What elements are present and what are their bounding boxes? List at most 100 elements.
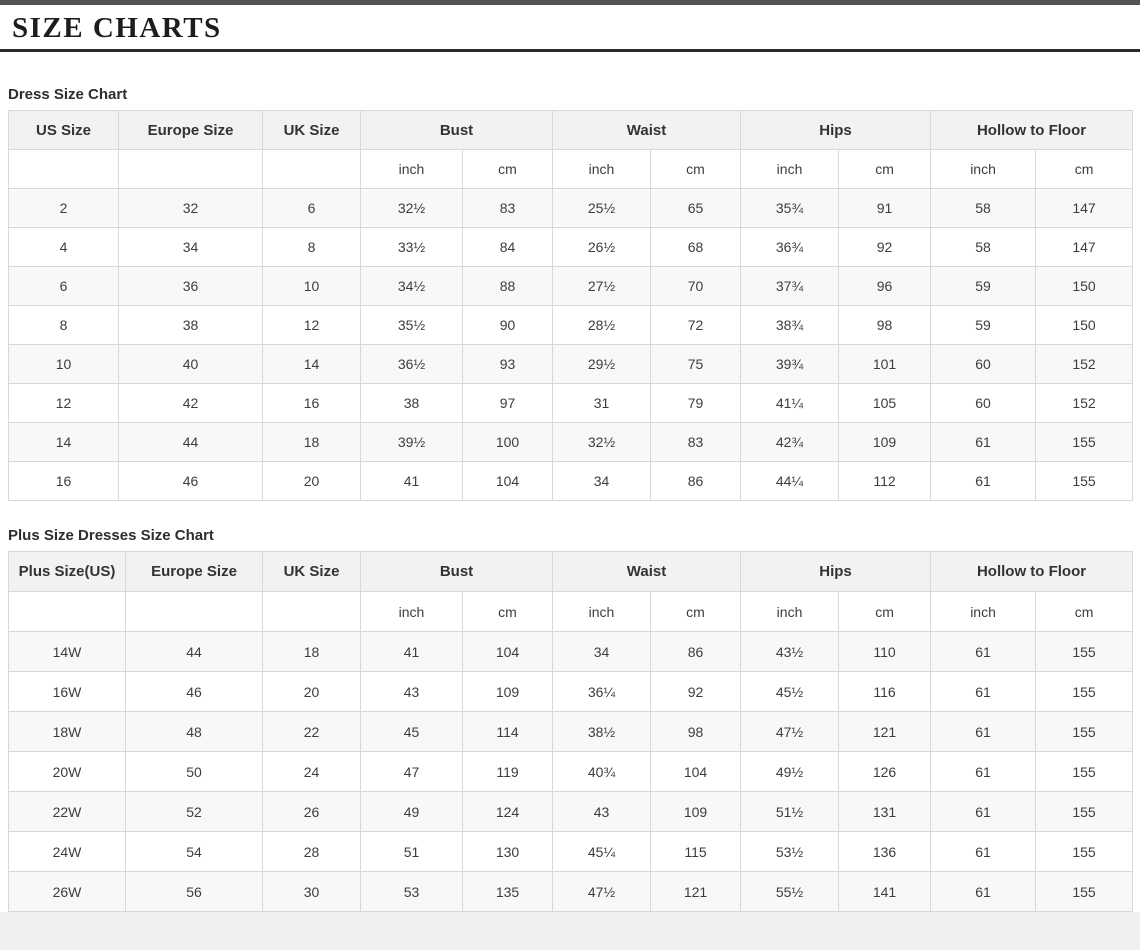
cell: 44: [118, 422, 263, 462]
table-row: 6 36 10 34½ 88 27½ 70 37¾ 96 59 150: [8, 266, 1134, 306]
cell: 155: [1035, 751, 1134, 792]
page-title: SIZE CHARTS: [12, 12, 222, 44]
cell: 141: [838, 871, 932, 912]
cell: 114: [462, 711, 553, 752]
cell: 105: [838, 383, 932, 423]
unit-header-row: inch cm inch cm inch cm inch cm: [8, 149, 1134, 189]
table-row: 2 32 6 32½ 83 25½ 65 35¾ 91 58 147: [8, 188, 1134, 228]
cell: 14: [8, 422, 119, 462]
cell: 25½: [552, 188, 651, 228]
cell: 45¼: [552, 831, 651, 872]
empty-header-cell: [8, 591, 126, 632]
cell: 8: [262, 227, 361, 267]
unit-header-cm: cm: [1035, 591, 1134, 632]
table-row: 14W 44 18 41 104 34 86 43½ 110 61 155: [8, 631, 1134, 672]
cell: 36: [118, 266, 263, 306]
cell: 34½: [360, 266, 463, 306]
cell: 101: [838, 344, 932, 384]
cell: 50: [125, 751, 263, 792]
cell: 155: [1035, 871, 1134, 912]
cell: 42¾: [740, 422, 840, 462]
cell: 91: [838, 188, 932, 228]
cell: 53: [360, 871, 463, 912]
cell: 41¼: [740, 383, 840, 423]
table-row: 24W 54 28 51 130 45¼ 115 53½ 136 61 155: [8, 831, 1134, 872]
cell: 56: [125, 871, 263, 912]
cell: 61: [930, 461, 1037, 501]
cell: 130: [462, 831, 553, 872]
measure-group-header: Hips: [740, 551, 932, 592]
cell: 61: [930, 711, 1037, 752]
cell: 42: [118, 383, 263, 423]
cell: 24W: [8, 831, 126, 872]
unit-header-row: inch cm inch cm inch cm inch cm: [8, 591, 1134, 632]
cell: 59: [930, 266, 1037, 306]
table-row: 14 44 18 39½ 100 32½ 83 42¾ 109 61 155: [8, 422, 1134, 462]
empty-header-cell: [8, 149, 119, 189]
column-header: UK Size: [262, 110, 361, 150]
cell: 48: [125, 711, 263, 752]
cell: 126: [838, 751, 932, 792]
cell: 119: [462, 751, 553, 792]
cell: 22: [262, 711, 361, 752]
cell: 61: [930, 831, 1037, 872]
cell: 116: [838, 671, 932, 712]
unit-header-inch: inch: [360, 149, 463, 189]
table-row: 8 38 12 35½ 90 28½ 72 38¾ 98 59 150: [8, 305, 1134, 345]
cell: 38: [118, 305, 263, 345]
cell: 41: [360, 631, 463, 672]
table-row: 26W 56 30 53 135 47½ 121 55½ 141 61 155: [8, 871, 1134, 912]
cell: 124: [462, 791, 553, 832]
cell: 110: [838, 631, 932, 672]
unit-header-cm: cm: [649, 591, 742, 632]
cell: 61: [930, 422, 1037, 462]
cell: 131: [838, 791, 932, 832]
unit-header-inch: inch: [740, 591, 840, 632]
cell: 18: [262, 422, 361, 462]
cell: 16: [8, 461, 119, 501]
cell: 86: [649, 461, 742, 501]
measure-group-header: Bust: [360, 110, 553, 150]
cell: 44¼: [740, 461, 840, 501]
cell: 109: [838, 422, 932, 462]
cell: 32½: [360, 188, 463, 228]
cell: 26: [262, 791, 361, 832]
cell: 16: [262, 383, 361, 423]
cell: 68: [649, 227, 742, 267]
cell: 104: [462, 461, 553, 501]
cell: 12: [262, 305, 361, 345]
cell: 12: [8, 383, 119, 423]
cell: 86: [649, 631, 742, 672]
column-header: US Size: [8, 110, 119, 150]
cell: 51: [360, 831, 463, 872]
cell: 96: [838, 266, 932, 306]
cell: 18W: [8, 711, 126, 752]
column-header: UK Size: [262, 551, 361, 592]
measure-group-header: Waist: [551, 110, 742, 150]
cell: 104: [649, 751, 742, 792]
cell: 10: [8, 344, 119, 384]
dress-size-chart-label: Dress Size Chart: [8, 86, 128, 103]
cell: 28: [262, 831, 361, 872]
cell: 83: [462, 188, 553, 228]
measure-group-header: Hips: [740, 110, 932, 150]
cell: 49: [360, 791, 463, 832]
cell: 47½: [552, 871, 651, 912]
unit-header-cm: cm: [462, 591, 553, 632]
cell: 6: [8, 266, 119, 306]
cell: 34: [552, 461, 651, 501]
cell: 20: [262, 671, 361, 712]
cell: 93: [462, 344, 553, 384]
cell: 155: [1035, 831, 1134, 872]
cell: 44: [125, 631, 263, 672]
cell: 32: [118, 188, 263, 228]
measure-group-header: Waist: [551, 551, 742, 592]
cell: 72: [649, 305, 742, 345]
dress-size-table: US Size Europe Size UK Size Bust Waist Hips Ho…: [8, 110, 1134, 501]
unit-header-cm: cm: [838, 591, 932, 632]
cell: 147: [1035, 227, 1134, 267]
cell: 46: [125, 671, 263, 712]
unit-header-inch: inch: [360, 591, 463, 632]
cell: 46: [118, 461, 263, 501]
cell: 47½: [740, 711, 840, 752]
